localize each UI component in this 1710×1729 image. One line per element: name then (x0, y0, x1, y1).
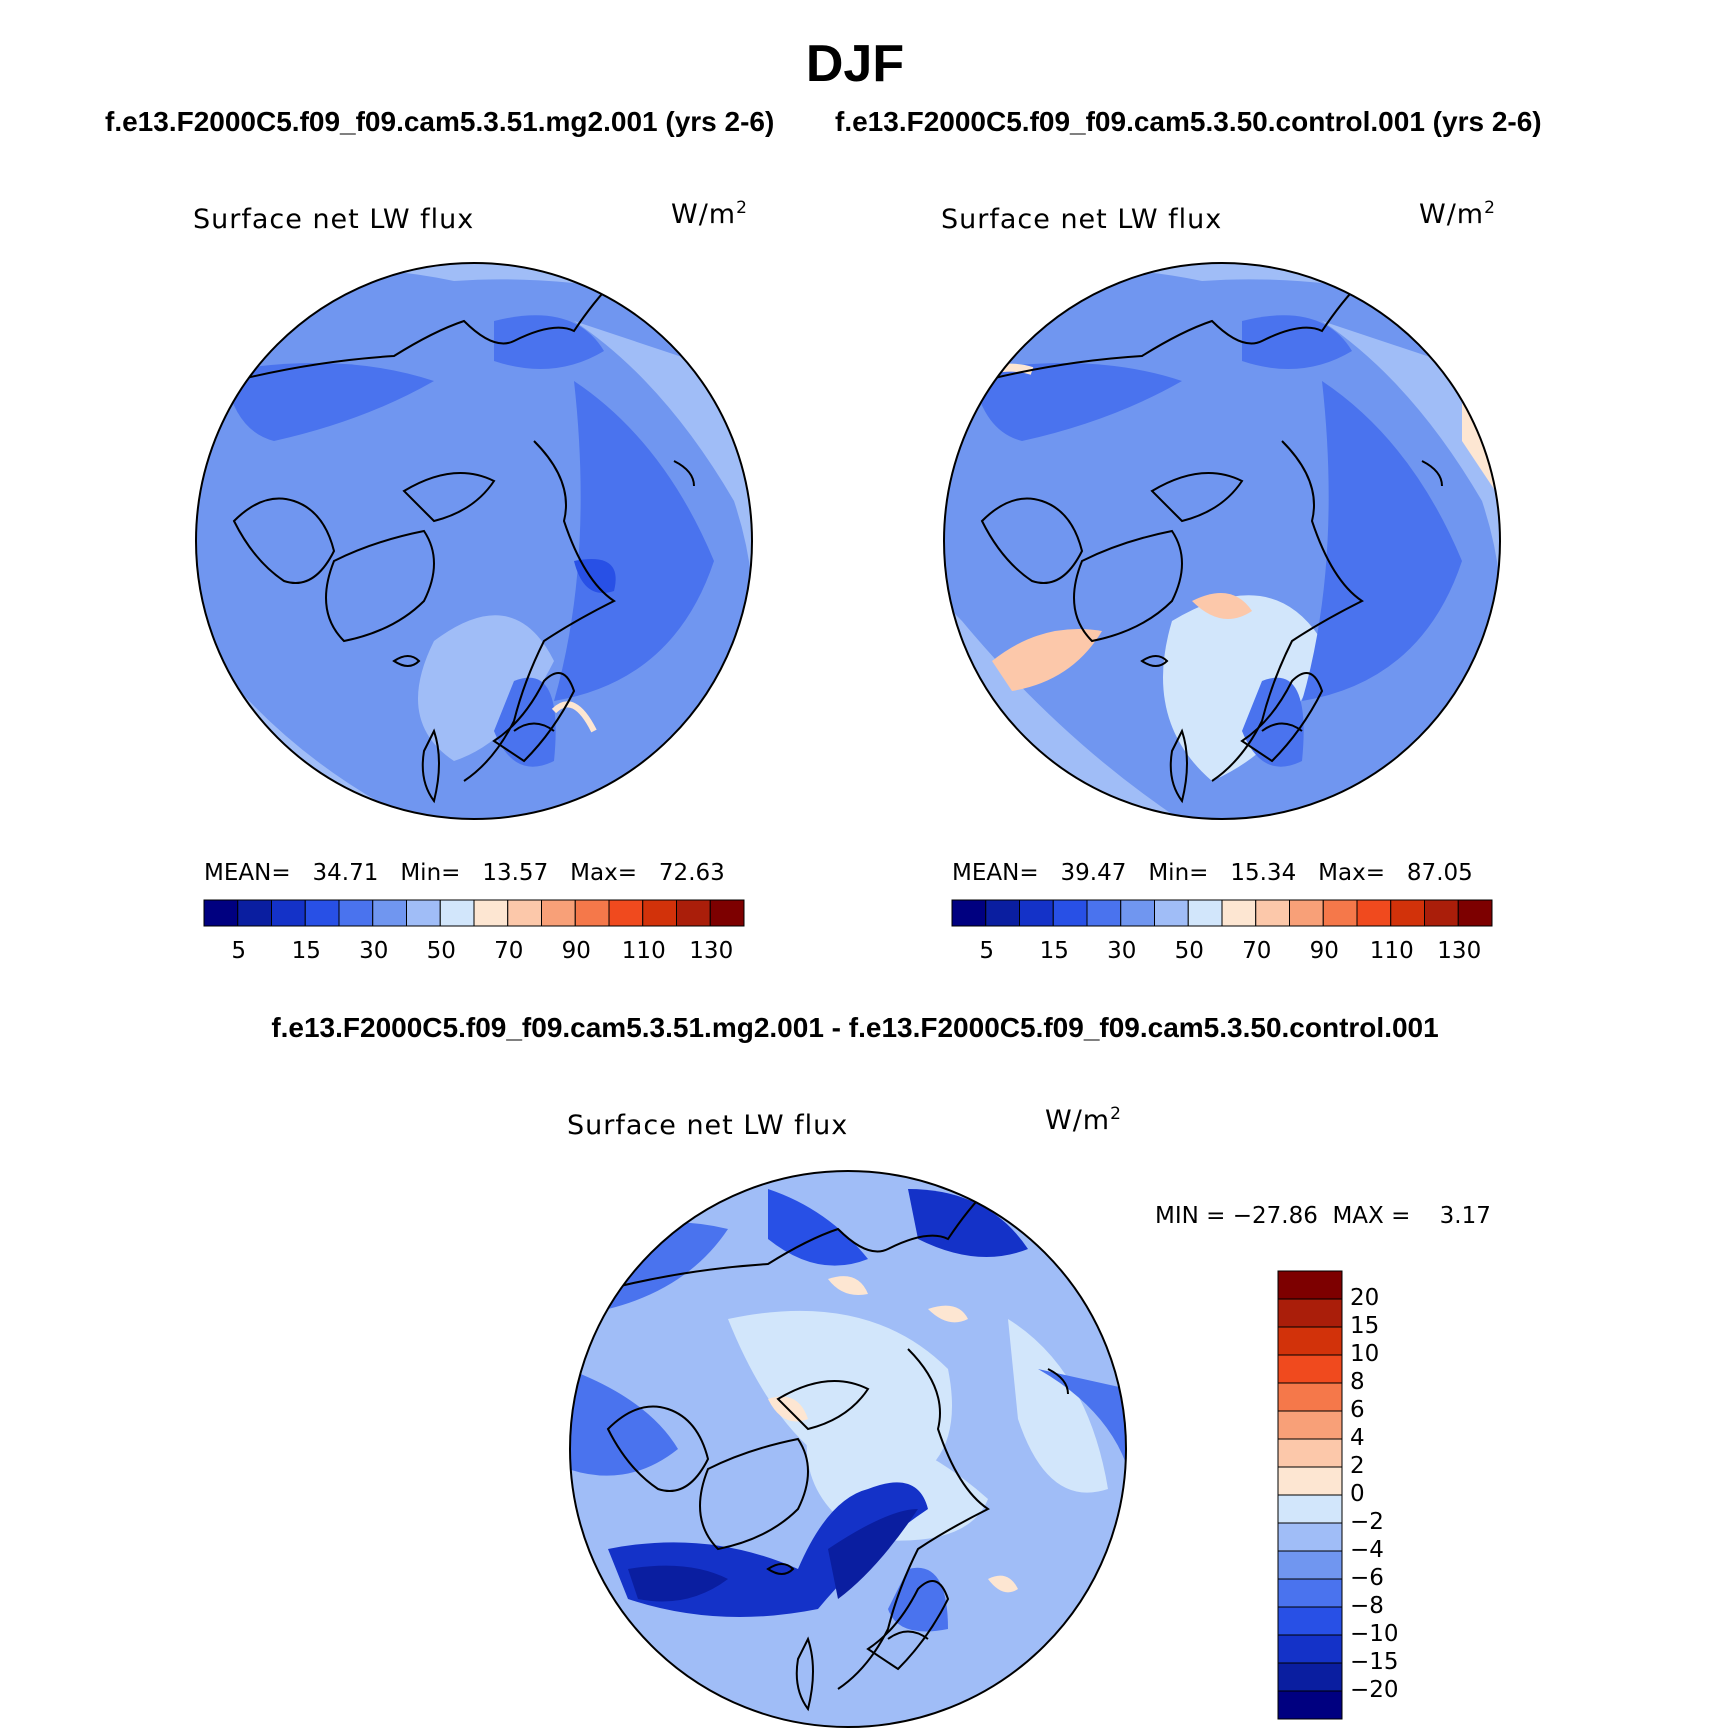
panel-label-diff: Surface net LW flux (567, 1110, 849, 1141)
colorbar-swatch (1277, 1550, 1343, 1580)
colorbar-swatch (439, 899, 475, 927)
colorbar-tick-label: 110 (621, 938, 666, 964)
colorbar-tick-label: 130 (689, 938, 734, 964)
colorbar-swatch (1424, 899, 1459, 927)
colorbar-swatch (574, 899, 610, 927)
colorbar-swatch (709, 899, 745, 927)
colorbar-swatch (1277, 1354, 1343, 1384)
colorbar-tick-label: 2 (1350, 1453, 1365, 1479)
colorbar-tick-label: 15 (1350, 1313, 1380, 1339)
colorbar-swatch (676, 899, 711, 927)
colorbar-tick-label: 15 (1039, 938, 1069, 964)
colorbar-swatch (1277, 1326, 1343, 1356)
colorbar-swatch (1322, 899, 1358, 927)
colorbar-diff (1277, 1270, 1343, 1720)
colorbar-tick-label: −10 (1350, 1621, 1399, 1647)
colorbar-swatch (1019, 899, 1054, 927)
main-title: DJF (805, 35, 905, 93)
colorbar-swatch (1277, 1606, 1343, 1636)
colorbar-swatch (1221, 899, 1257, 927)
polar-map-right (943, 262, 1501, 820)
panel-label-right: Surface net LW flux (941, 204, 1223, 235)
colorbar-swatch (642, 899, 677, 927)
colorbar-swatch (1277, 1438, 1343, 1468)
colorbar-tick-label: 50 (426, 938, 456, 964)
colorbar-swatch (1154, 899, 1189, 927)
case-title-right: f.e13.F2000C5.f09_f09.cam5.3.50.control.… (835, 106, 1542, 137)
colorbar-swatch (1277, 1298, 1343, 1328)
colorbar-swatch (473, 899, 509, 927)
colorbar-swatch (1277, 1662, 1343, 1692)
colorbar-swatch (1277, 1634, 1343, 1664)
colorbar-tick-label: 130 (1437, 938, 1482, 964)
colorbar-swatch (1356, 899, 1392, 927)
colorbar-swatch (1120, 899, 1155, 927)
colorbar-tick-label: −20 (1350, 1677, 1399, 1703)
colorbar-tick-label: 5 (231, 938, 247, 964)
colorbar-swatch (1187, 899, 1223, 927)
colorbar-swatch (1277, 1410, 1343, 1440)
colorbar-tick-label: 30 (1107, 938, 1137, 964)
colorbar-swatch (541, 899, 576, 927)
colorbar-swatch (1277, 1522, 1343, 1552)
units-left: W/m2 (671, 198, 748, 230)
colorbar-tick-label: 0 (1350, 1481, 1365, 1507)
colorbar-tick-label: 6 (1350, 1397, 1365, 1423)
colorbar-swatch (1052, 899, 1088, 927)
colorbar-tick-label: −6 (1350, 1565, 1384, 1591)
colorbar-tick-label: 15 (291, 938, 321, 964)
colorbar-swatch (338, 899, 374, 927)
stats-right: MEAN= 39.47 Min= 15.34 Max= 87.05 (952, 860, 1473, 886)
colorbar-tick-label: 20 (1350, 1285, 1380, 1311)
colorbar-left (203, 899, 745, 927)
colorbar-tick-label: 90 (1309, 938, 1339, 964)
colorbar-swatch (1277, 1494, 1343, 1524)
colorbar-tick-label: 8 (1350, 1369, 1365, 1395)
polar-map-diff (569, 1170, 1127, 1728)
colorbar-tick-label: 70 (1242, 938, 1272, 964)
colorbar-swatch (1277, 1382, 1343, 1412)
colorbar-tick-label: −4 (1350, 1537, 1384, 1563)
colorbar-swatch (1277, 1270, 1343, 1300)
colorbar-tick-label: −8 (1350, 1593, 1384, 1619)
colorbar-swatch (203, 899, 239, 927)
diff-title: f.e13.F2000C5.f09_f09.cam5.3.51.mg2.001 … (271, 1012, 1439, 1043)
units-diff: W/m2 (1045, 1104, 1122, 1136)
colorbar-right (951, 899, 1493, 927)
colorbar-tick-label: 4 (1350, 1425, 1365, 1451)
colorbar-tick-label: 110 (1369, 938, 1414, 964)
colorbar-swatch (1277, 1578, 1343, 1608)
colorbar-tick-label: 90 (561, 938, 591, 964)
colorbar-tick-label: 5 (979, 938, 995, 964)
colorbar-tick-label: 50 (1174, 938, 1204, 964)
case-title-left: f.e13.F2000C5.f09_f09.cam5.3.51.mg2.001 … (105, 106, 775, 137)
colorbar-swatch (304, 899, 340, 927)
colorbar-tick-label: −15 (1350, 1649, 1399, 1675)
colorbar-swatch (608, 899, 644, 927)
colorbar-swatch (1277, 1690, 1343, 1720)
colorbar-swatch (507, 899, 542, 927)
colorbar-swatch (372, 899, 407, 927)
colorbar-tick-label: 30 (359, 938, 389, 964)
colorbar-swatch (406, 899, 441, 927)
colorbar-swatch (1457, 899, 1493, 927)
stats-diff: MIN = −27.86 MAX = 3.17 (1155, 1203, 1491, 1229)
panel-label-left: Surface net LW flux (193, 204, 475, 235)
colorbar-swatch (1390, 899, 1425, 927)
colorbar-swatch (237, 899, 272, 927)
colorbar-swatch (985, 899, 1020, 927)
colorbar-swatch (951, 899, 987, 927)
colorbar-swatch (271, 899, 306, 927)
polar-map-left (195, 262, 753, 820)
colorbar-tick-label: 10 (1350, 1341, 1380, 1367)
colorbar-swatch (1086, 899, 1122, 927)
colorbar-tick-label: 70 (494, 938, 524, 964)
colorbar-swatch (1277, 1466, 1343, 1496)
colorbar-tick-label: −2 (1350, 1509, 1384, 1535)
colorbar-swatch (1289, 899, 1324, 927)
units-right: W/m2 (1419, 198, 1496, 230)
colorbar-swatch (1255, 899, 1290, 927)
stats-left: MEAN= 34.71 Min= 13.57 Max= 72.63 (204, 860, 725, 886)
